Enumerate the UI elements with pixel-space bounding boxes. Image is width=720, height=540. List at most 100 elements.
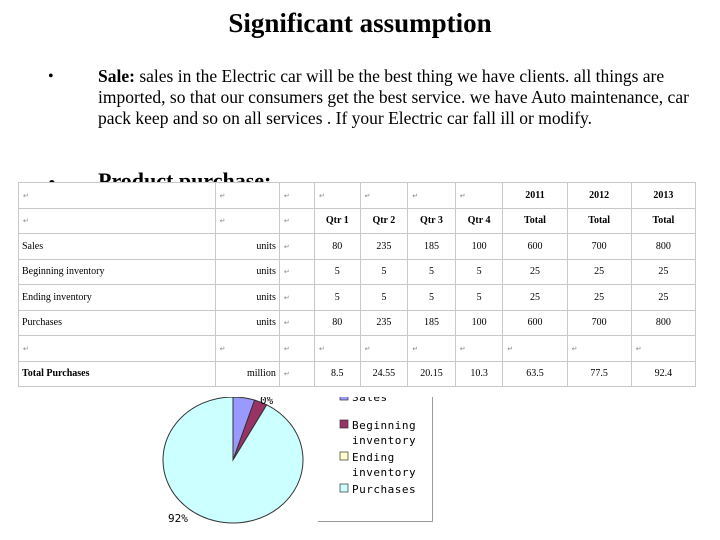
table-cell: 235 [359, 309, 409, 336]
table-cell: 80 [314, 309, 361, 336]
purchase-table: ↵ ↵ ↵ ↵ ↵ ↵ ↵ 2011 2012 2013 ↵ ↵ ↵ Qtr 1 Qtr 2 Qtr 3 Qtr… [18, 182, 697, 397]
column-header: Qtr 1 [314, 207, 361, 234]
pie-slice [162, 396, 304, 524]
row-label: Beginning inventory [18, 258, 216, 285]
column-header-row: ↵ ↵ ↵ Qtr 1 Qtr 2 Qtr 3 Qtr 4 Total Total Total [18, 207, 697, 234]
blank-row: ↵ ↵ ↵ ↵ ↵ ↵ ↵ ↵ ↵ ↵ [18, 335, 697, 362]
table-cell: 5 [359, 258, 409, 285]
table-cell: 5 [454, 284, 504, 311]
table-row: Beginning inventory units ↵ 5 5 5 5 25 25 25 [18, 258, 697, 285]
column-header: Qtr 3 [407, 207, 456, 234]
empty-cell: ↵ [454, 335, 504, 362]
paragraph-mark-icon: ↵ [23, 344, 29, 353]
table-cell: 25 [502, 284, 568, 311]
sale-paragraph: Sale: sales in the Electric car will be … [98, 66, 698, 129]
paragraph-mark-icon: ↵ [219, 217, 226, 226]
paragraph-mark-icon: ↵ [459, 344, 466, 353]
paragraph-mark-icon: ↵ [283, 191, 290, 200]
paragraph-mark-icon: ↵ [23, 191, 29, 200]
paragraph-mark-icon: ↵ [283, 217, 290, 226]
legend-label: Beginning [352, 419, 416, 432]
empty-cell: ↵ [359, 335, 409, 362]
paragraph-mark-icon: ↵ [319, 191, 325, 200]
empty-cell: ↵ [566, 335, 632, 362]
legend-swatch [339, 483, 349, 493]
year-header: 2012 [566, 182, 632, 209]
empty-cell: ↵ [502, 335, 568, 362]
table-cell: 700 [566, 309, 632, 336]
empty-cell: ↵ [214, 182, 280, 209]
table-cell: 25 [630, 258, 697, 285]
empty-cell: ↵ [359, 182, 409, 209]
year-header: 2013 [630, 182, 697, 209]
row-unit: million [214, 360, 280, 387]
empty-cell: ↵ [214, 207, 280, 234]
paragraph-mark-icon: ↵ [412, 344, 419, 353]
column-header: Total [566, 207, 632, 234]
purchase-data-table: ↵ ↵ ↵ ↵ ↵ ↵ ↵ 2011 2012 2013 ↵ ↵ ↵ Qtr 1 Qtr 2 Qtr 3 Qtr… [18, 182, 697, 387]
table-cell: 25 [566, 284, 632, 311]
empty-cell: ↵ [407, 335, 456, 362]
table-cell: 20.15 [407, 360, 456, 387]
table-cell: 5 [314, 258, 361, 285]
table-cell: 5 [407, 284, 456, 311]
empty-cell: ↵ [18, 207, 216, 234]
sale-text: sales in the Electric car will be the be… [98, 66, 689, 128]
row-label: Purchases [18, 309, 216, 336]
empty-cell: ↵ [18, 335, 216, 362]
empty-cell: ↵ [278, 182, 316, 209]
column-header: Qtr 4 [454, 207, 504, 234]
row-unit: units [214, 233, 280, 260]
table-cell: 800 [630, 309, 697, 336]
paragraph-mark-icon: ↵ [364, 191, 371, 200]
paragraph-mark-icon: ↵ [283, 344, 290, 353]
paragraph-mark-icon: ↵ [283, 319, 290, 328]
empty-cell: ↵ [18, 182, 216, 209]
table-cell: 235 [359, 233, 409, 260]
empty-cell: ↵ [314, 182, 361, 209]
paragraph-mark-icon: ↵ [364, 344, 371, 353]
column-header: Total [630, 207, 697, 234]
empty-cell: ↵ [278, 335, 316, 362]
paragraph-mark-icon: ↵ [571, 344, 578, 353]
table-cell: 100 [454, 233, 504, 260]
pie-legend: Sales Beginning inventory Ending inventory Pu… [318, 386, 433, 522]
paragraph-mark-icon: ↵ [283, 370, 290, 379]
empty-cell: ↵ [278, 309, 316, 336]
table-row: Ending inventory units ↵ 5 5 5 5 25 25 25 [18, 284, 697, 311]
column-header: Total [502, 207, 568, 234]
pie-slice-label: 92% [168, 512, 188, 525]
row-label: Total Purchases [18, 360, 216, 387]
empty-cell: ↵ [278, 360, 316, 387]
table-cell: 77.5 [566, 360, 632, 387]
empty-cell: ↵ [278, 284, 316, 311]
legend-label: Ending [352, 451, 395, 464]
year-header-row: ↵ ↵ ↵ ↵ ↵ ↵ ↵ 2011 2012 2013 [18, 182, 697, 209]
row-unit: units [214, 284, 280, 311]
table-cell: 600 [502, 233, 568, 260]
empty-cell: ↵ [278, 258, 316, 285]
table-cell: 25 [502, 258, 568, 285]
empty-cell: ↵ [278, 207, 316, 234]
bullet-marker: • [48, 68, 54, 85]
pie-slice-label: 0% [260, 394, 274, 407]
row-label: Sales [18, 233, 216, 260]
table-cell: 8.5 [314, 360, 361, 387]
table-cell: 10.3 [454, 360, 504, 387]
legend-label: inventory [352, 466, 416, 479]
legend-swatch [339, 419, 349, 429]
empty-cell: ↵ [630, 335, 697, 362]
total-row: Total Purchases million ↵ 8.5 24.55 20.15 10.3… [18, 360, 697, 387]
legend-label: Purchases [352, 483, 416, 496]
table-cell: 5 [359, 284, 409, 311]
row-label: Ending inventory [18, 284, 216, 311]
sale-label: Sale: [98, 66, 135, 86]
paragraph-mark-icon: ↵ [459, 191, 466, 200]
table-cell: 80 [314, 233, 361, 260]
table-row: Sales units ↵ 80 235 185 100 600 700 800 [18, 233, 697, 260]
year-header: 2011 [502, 182, 568, 209]
paragraph-mark-icon: ↵ [412, 191, 419, 200]
table-cell: 700 [566, 233, 632, 260]
empty-cell: ↵ [314, 335, 361, 362]
slide-title: Significant assumption [228, 8, 492, 38]
